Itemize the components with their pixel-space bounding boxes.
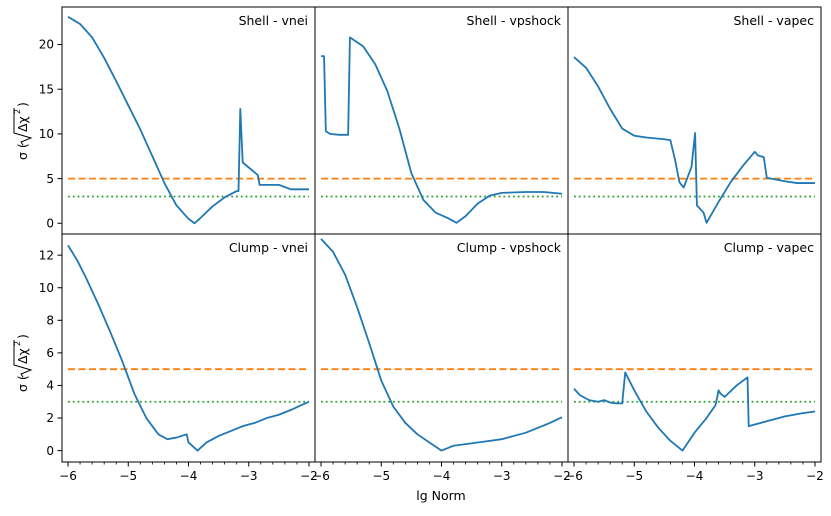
y-tick-label: 10 (39, 281, 54, 295)
data-line (321, 36, 563, 224)
y-tick-label: 12 (39, 248, 54, 262)
data-line (67, 244, 310, 452)
chart-panel-2: Shell - vpshock (314, 6, 569, 235)
y-tick-label: 15 (39, 82, 54, 96)
y-label-inner: Δχ (15, 348, 30, 364)
panel-title: Clump - vpshock (457, 240, 562, 255)
x-axis-label: lg Norm (416, 488, 465, 503)
data-line (573, 56, 815, 224)
x-tick-label: −4 (180, 469, 198, 483)
x-tick-label: −3 (240, 469, 258, 483)
y-tick-label: 0 (46, 216, 54, 230)
x-tick-label: −6 (565, 469, 583, 483)
y-tick-label: 20 (39, 38, 54, 52)
x-tick-label: −3 (746, 469, 764, 483)
y-tick-label: 5 (46, 172, 54, 186)
x-tick-label: −2 (553, 469, 571, 483)
chart-panel-5: −6 −5 −4 −3 −2 Clump - vpshock (312, 233, 571, 483)
y-label-power: 2 (13, 341, 22, 346)
data-line (67, 16, 309, 225)
y-tick-label: 2 (46, 411, 54, 425)
y-label-prefix: σ ( (15, 143, 30, 160)
chart-panel-6: −6 −5 −4 −3 −2 Clump - vapec (565, 233, 824, 483)
axes-frame (61, 233, 316, 463)
sqrt-symbol (13, 108, 33, 146)
x-tick-label: −3 (493, 469, 511, 483)
panel-title: Clump - vapec (724, 240, 814, 255)
panel-title: Clump - vnei (229, 240, 308, 255)
axes-frame (314, 6, 569, 235)
y-label-suffix: ) (15, 102, 30, 107)
y-axis-label-bottom: σ ( Δχ 2 ) (13, 334, 33, 392)
panel-title: Shell - vapec (733, 13, 814, 28)
sqrt-symbol (13, 340, 33, 378)
x-tick-label: −5 (372, 469, 390, 483)
y-label-power: 2 (13, 109, 22, 114)
x-tick-label: −2 (300, 469, 318, 483)
x-tick-label: −5 (625, 469, 643, 483)
x-tick-label: −4 (433, 469, 451, 483)
y-tick-label: 10 (39, 127, 54, 141)
axes-frame (567, 233, 822, 463)
axes-frame (61, 6, 316, 235)
x-tick-label: −6 (59, 469, 77, 483)
chart-panel-3: Shell - vapec (567, 6, 822, 235)
x-tick-label: −4 (686, 469, 704, 483)
panel-title: Shell - vnei (239, 13, 308, 28)
y-tick-label: 0 (46, 444, 54, 458)
y-axis-label-top: σ ( Δχ 2 ) (13, 102, 33, 160)
y-tick-label: 6 (46, 346, 54, 360)
data-line (320, 238, 563, 452)
y-tick-label: 4 (46, 379, 54, 393)
chart-panel-1: 0 5 10 15 20 Shell - vnei (39, 6, 316, 235)
axes-frame (314, 233, 569, 463)
y-label-suffix: ) (15, 334, 30, 339)
y-label-inner: Δχ (15, 116, 30, 132)
x-tick-label: −5 (119, 469, 137, 483)
x-tick-label: −2 (806, 469, 824, 483)
panel-title: Shell - vpshock (467, 13, 562, 28)
x-tick-label: −6 (312, 469, 330, 483)
y-label-prefix: σ ( (15, 375, 30, 392)
data-line (573, 371, 816, 452)
chart-panel-4: −6 −5 −4 −3 −2 0 2 4 6 8 10 12 Clump - vnei (39, 233, 318, 483)
y-tick-label: 8 (46, 314, 54, 328)
axes-frame (567, 6, 822, 235)
